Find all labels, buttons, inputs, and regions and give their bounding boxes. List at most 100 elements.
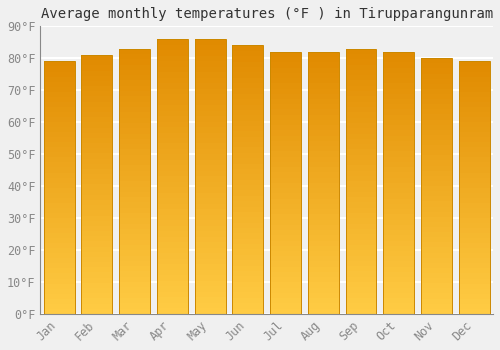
Bar [194, 56, 226, 61]
Bar [384, 146, 414, 152]
Bar [308, 293, 338, 298]
Bar [157, 144, 188, 149]
Bar [82, 138, 112, 143]
Bar [194, 39, 226, 44]
Bar [421, 288, 452, 293]
Bar [308, 246, 338, 251]
Bar [421, 293, 452, 299]
Bar [119, 107, 150, 112]
Bar [308, 282, 338, 288]
Bar [384, 214, 414, 219]
Bar [194, 149, 226, 154]
Bar [458, 304, 490, 309]
Bar [421, 166, 452, 171]
Bar [270, 89, 301, 94]
Bar [194, 111, 226, 116]
Bar [308, 240, 338, 246]
Bar [232, 46, 264, 314]
Bar [346, 272, 376, 277]
Bar [270, 219, 301, 225]
Bar [308, 89, 338, 94]
Bar [44, 82, 74, 87]
Bar [346, 133, 376, 139]
Bar [421, 191, 452, 196]
Bar [346, 245, 376, 250]
Bar [346, 91, 376, 96]
Bar [44, 188, 74, 193]
Bar [194, 298, 226, 303]
Bar [384, 131, 414, 136]
Bar [458, 228, 490, 233]
Bar [194, 154, 226, 160]
Bar [119, 118, 150, 123]
Bar [157, 39, 188, 314]
Bar [44, 243, 74, 248]
Bar [194, 138, 226, 144]
Bar [384, 204, 414, 209]
Bar [119, 303, 150, 309]
Bar [308, 68, 338, 73]
Bar [44, 213, 74, 218]
Bar [384, 52, 414, 314]
Bar [157, 237, 188, 243]
Bar [82, 86, 112, 91]
Bar [270, 251, 301, 256]
Bar [44, 142, 74, 147]
Bar [346, 203, 376, 208]
Bar [44, 162, 74, 167]
Bar [421, 150, 452, 155]
Bar [232, 51, 264, 56]
Bar [119, 49, 150, 314]
Bar [308, 141, 338, 146]
Bar [270, 62, 301, 68]
Bar [119, 128, 150, 133]
Bar [458, 268, 490, 273]
Bar [119, 245, 150, 250]
Bar [232, 196, 264, 201]
Bar [421, 283, 452, 288]
Bar [421, 109, 452, 114]
Bar [157, 133, 188, 138]
Bar [44, 92, 74, 97]
Bar [82, 153, 112, 159]
Bar [421, 309, 452, 314]
Bar [82, 127, 112, 133]
Bar [458, 71, 490, 77]
Bar [421, 268, 452, 273]
Bar [421, 63, 452, 69]
Bar [119, 187, 150, 192]
Bar [119, 218, 150, 224]
Bar [346, 240, 376, 245]
Bar [194, 44, 226, 50]
Bar [270, 209, 301, 214]
Bar [44, 309, 74, 314]
Bar [384, 188, 414, 193]
Bar [82, 112, 112, 117]
Bar [458, 289, 490, 294]
Bar [82, 91, 112, 97]
Bar [157, 116, 188, 121]
Bar [44, 122, 74, 127]
Bar [157, 298, 188, 303]
Bar [384, 94, 414, 99]
Bar [194, 308, 226, 314]
Bar [308, 261, 338, 267]
Bar [232, 201, 264, 206]
Bar [346, 303, 376, 309]
Bar [346, 234, 376, 240]
Bar [44, 147, 74, 152]
Bar [308, 78, 338, 83]
Bar [232, 174, 264, 180]
Bar [308, 146, 338, 152]
Bar [458, 264, 490, 268]
Bar [232, 266, 264, 271]
Bar [458, 127, 490, 132]
Bar [232, 89, 264, 94]
Bar [82, 236, 112, 242]
Bar [44, 248, 74, 253]
Bar [82, 200, 112, 205]
Bar [232, 110, 264, 115]
Bar [458, 62, 490, 66]
Bar [346, 70, 376, 75]
Bar [44, 71, 74, 77]
